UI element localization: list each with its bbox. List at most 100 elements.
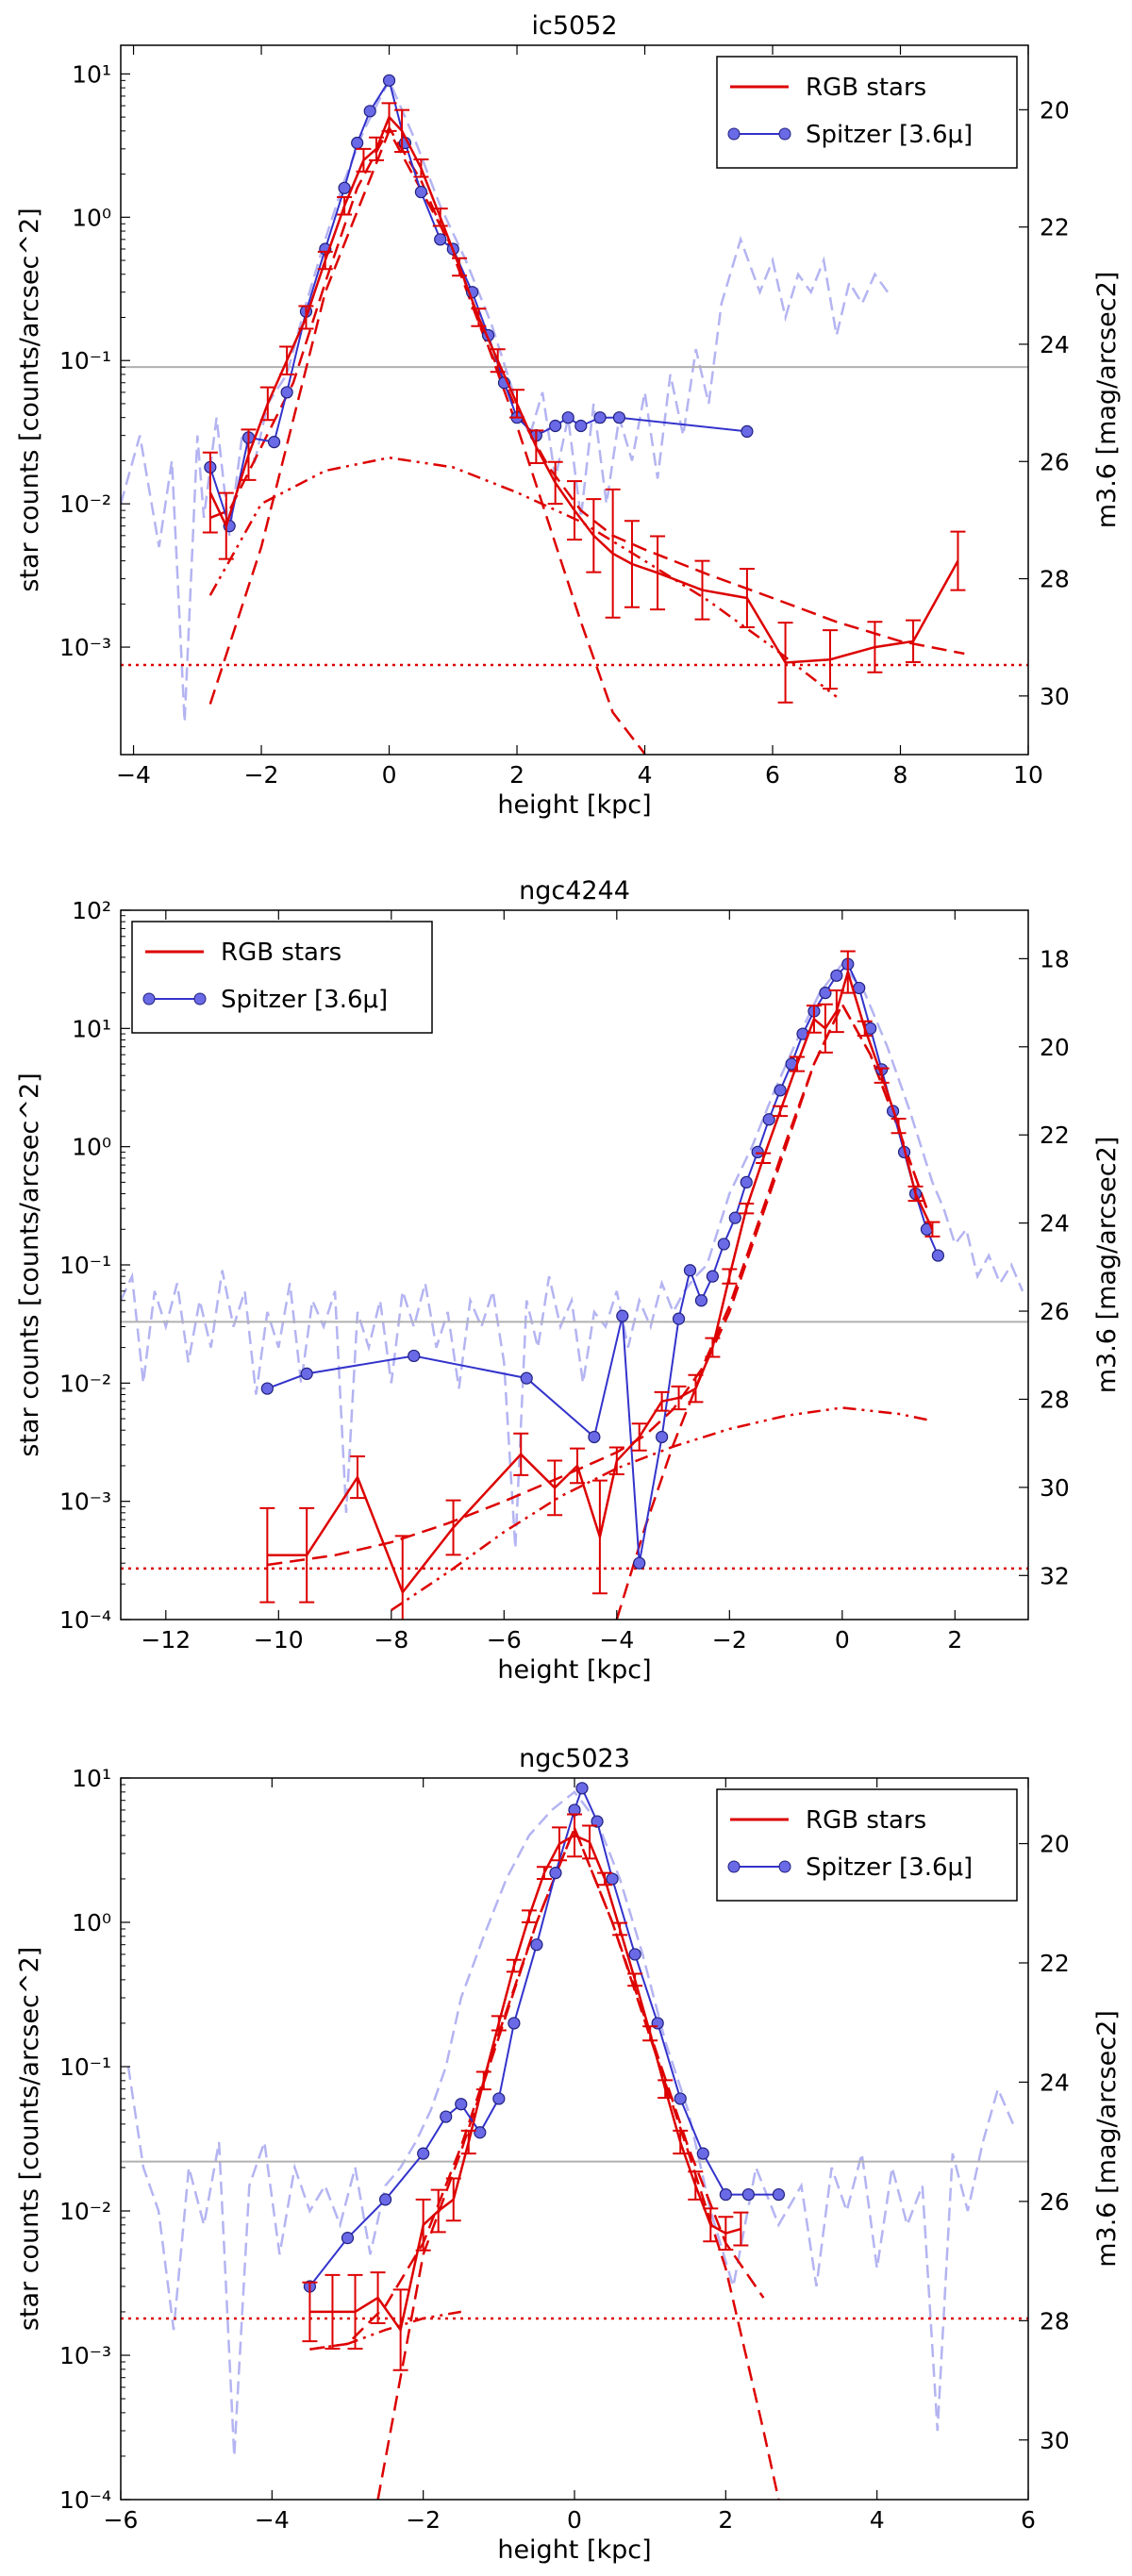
y-tick-label: 10⁻⁴ [59,2486,111,2514]
y2-tick-label: 28 [1040,566,1070,593]
y2-tick-label: 32 [1040,1562,1070,1589]
legend-rgb-label: RGB stars [806,74,926,102]
y2-tick-label: 20 [1040,96,1070,124]
y2-tick-label: 30 [1040,2427,1070,2454]
spitzer-point [706,1270,719,1283]
y2-tick-label: 30 [1040,683,1070,710]
spitzer-point [696,2147,709,2160]
rgb-line [267,968,934,1595]
x-tick-label: 2 [718,2506,733,2534]
spitzer-point [267,436,281,449]
spitzer-point [382,74,396,87]
legend-rgb-label: RGB stars [806,1806,926,1835]
spitzer-point [492,2092,506,2105]
y2-tick-label: 22 [1040,1950,1070,1977]
x-tick-label: 2 [947,1626,962,1654]
spitzer-point [574,419,588,433]
y-tick-label: 10¹ [72,1765,111,1792]
x-tick-label: 8 [893,761,908,789]
x-axis-label: height [kpc] [497,2535,651,2565]
spitzer-point [728,1211,741,1224]
panel-title: ngc4244 [519,876,630,906]
y-tick-label: 10⁻² [59,490,111,518]
legend-spitzer-marker [142,992,156,1005]
spitzer-point [363,105,376,118]
legend-spitzer-marker [778,127,791,141]
rgb-line [309,1834,741,2334]
x-axis-label: height [kpc] [497,790,651,820]
legend-spitzer-marker [778,1860,791,1873]
y2-tick-label: 30 [1040,1474,1070,1502]
spitzer-dashed-profile [126,1790,1015,2456]
legend-box [716,1788,1018,1902]
x-tick-label: 0 [382,761,397,789]
y-axis-label: star counts [counts/arcsec^2] [15,1072,44,1456]
spitzer-point [830,969,843,982]
x-tick-label: −10 [254,1626,304,1654]
spitzer-point [508,2017,521,2030]
y2-tick-label: 22 [1040,1122,1070,1149]
plot-area [121,1782,1028,2500]
spitzer-point [338,181,351,194]
y-tick-label: 10⁻¹ [59,1252,111,1279]
y2-tick-label: 24 [1040,2069,1070,2096]
x-tick-label: −2 [406,2506,441,2534]
spitzer-point [440,2110,453,2123]
y2-axis-label: m3.6 [mag/arcsec2] [1092,272,1122,529]
spitzer-point [549,1867,562,1880]
spitzer-line [267,962,940,1564]
x-tick-label: −12 [141,1626,191,1654]
spitzer-point [575,1782,589,1795]
y-tick-label: 10⁻² [59,2198,111,2225]
y2-tick-label: 20 [1040,1034,1070,1061]
x-tick-label: −4 [255,2506,290,2534]
legend-spitzer-marker [727,127,741,141]
y-axis-label: star counts [counts/arcsec^2] [15,1947,44,2331]
x-tick-label: 2 [509,761,524,789]
y-tick-label: 10⁻⁴ [59,1606,111,1634]
y2-tick-label: 28 [1040,1386,1070,1413]
x-tick-label: 10 [1013,761,1043,789]
plot-area [121,74,1028,755]
x-tick-label: −6 [487,1626,522,1654]
x-tick-label: −4 [116,761,151,789]
legend-box [716,56,1018,169]
spitzer-point [931,1249,944,1262]
legend-spitzer-label: Spitzer [3.6μ] [221,986,388,1014]
spitzer-point [762,1113,775,1126]
spitzer-line [208,77,748,530]
spitzer-point [674,2092,687,2105]
y-tick-label: 10⁻¹ [59,347,111,374]
spitzer-point [741,2187,755,2202]
spitzer-point [751,1145,764,1159]
spitzer-point [774,1084,787,1097]
spitzer-point [717,1238,730,1251]
spitzer-point [656,1430,669,1444]
y2-tick-label: 24 [1040,331,1070,358]
x-tick-label: −6 [104,2506,139,2534]
y-tick-label: 10⁻² [59,1370,111,1397]
panel-title: ngc5023 [519,1744,630,1773]
legend-box [131,921,433,1034]
spitzer-point [683,1264,697,1277]
spitzer-point [351,136,364,150]
y-tick-label: 10² [72,897,111,924]
x-tick-label: −2 [244,761,279,789]
spitzer-point [628,1948,641,1961]
spitzer-point [606,1872,619,1886]
y-tick-label: 10¹ [72,60,111,88]
panel-title: ic5052 [531,11,617,41]
legend-spitzer-label: Spitzer [3.6μ] [806,121,973,149]
y2-axis-label: m3.6 [mag/arcsec2] [1092,1137,1122,1394]
model-total-line [309,1824,765,2351]
spitzer-point [408,1349,421,1363]
spitzer-point [772,2187,786,2202]
y-tick-label: 10¹ [72,1015,111,1042]
panel-ic5052: −4 −2 0 2 4 6 8 1010⁻³10⁻²10⁻¹10⁰10¹20222426283… [15,11,1122,820]
spitzer-point [530,1938,543,1952]
spitzer-point [819,987,832,1000]
y2-tick-label: 28 [1040,2307,1070,2335]
spitzer-point [591,1815,604,1828]
x-tick-label: 6 [765,761,780,789]
panel-ngc5023: −6 −4 −2 0 2 4 610⁻⁴10⁻³10⁻²10⁻¹10⁰10¹20222426… [15,1744,1122,2565]
